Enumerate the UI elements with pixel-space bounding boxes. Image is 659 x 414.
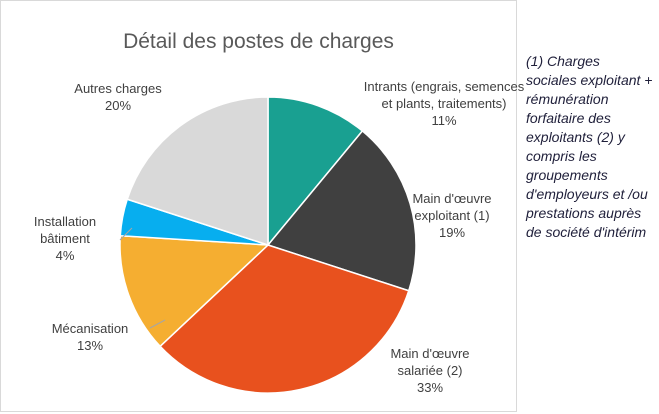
value-label: 4% <box>55 248 75 263</box>
leader-line <box>149 319 166 329</box>
value-label: 19% <box>438 225 466 240</box>
pie-slice <box>267 96 364 248</box>
leader-line <box>119 227 133 241</box>
value-label: 20% <box>104 98 132 113</box>
data-label: Mécanisation 13% <box>30 320 150 354</box>
data-label: Main d'œuvre exploitant (1) 19% <box>392 190 512 241</box>
pie-slice <box>266 129 417 292</box>
pie-slice <box>126 96 269 247</box>
data-label: Autres charges 20% <box>58 80 178 114</box>
value-label: 11% <box>431 113 457 128</box>
category-label: Mécanisation <box>51 321 129 336</box>
value-label: 33% <box>416 380 444 395</box>
category-label: Intrants (engrais, semences et plants, t… <box>363 79 525 111</box>
value-label: 13% <box>76 338 104 353</box>
data-label: Main d'œuvre salariée (2) 33% <box>370 345 490 396</box>
pie-slice <box>119 234 270 348</box>
category-label: Installation bâtiment <box>33 214 97 246</box>
note: (1) Charges sociales exploitant + rémuné… <box>526 53 653 240</box>
data-label: Intrants (engrais, semences et plants, t… <box>362 78 526 129</box>
chart-title: Détail des postes de charges <box>123 30 394 53</box>
chart-frame <box>0 0 517 412</box>
category-label: Main d'œuvre exploitant (1) <box>412 191 492 223</box>
category-label: Autres charges <box>74 81 162 96</box>
data-label: Installation bâtiment 4% <box>10 213 120 264</box>
chart <box>119 96 417 394</box>
pie-slice <box>159 244 410 394</box>
category-label: Main d'œuvre salariée (2) <box>390 346 470 378</box>
